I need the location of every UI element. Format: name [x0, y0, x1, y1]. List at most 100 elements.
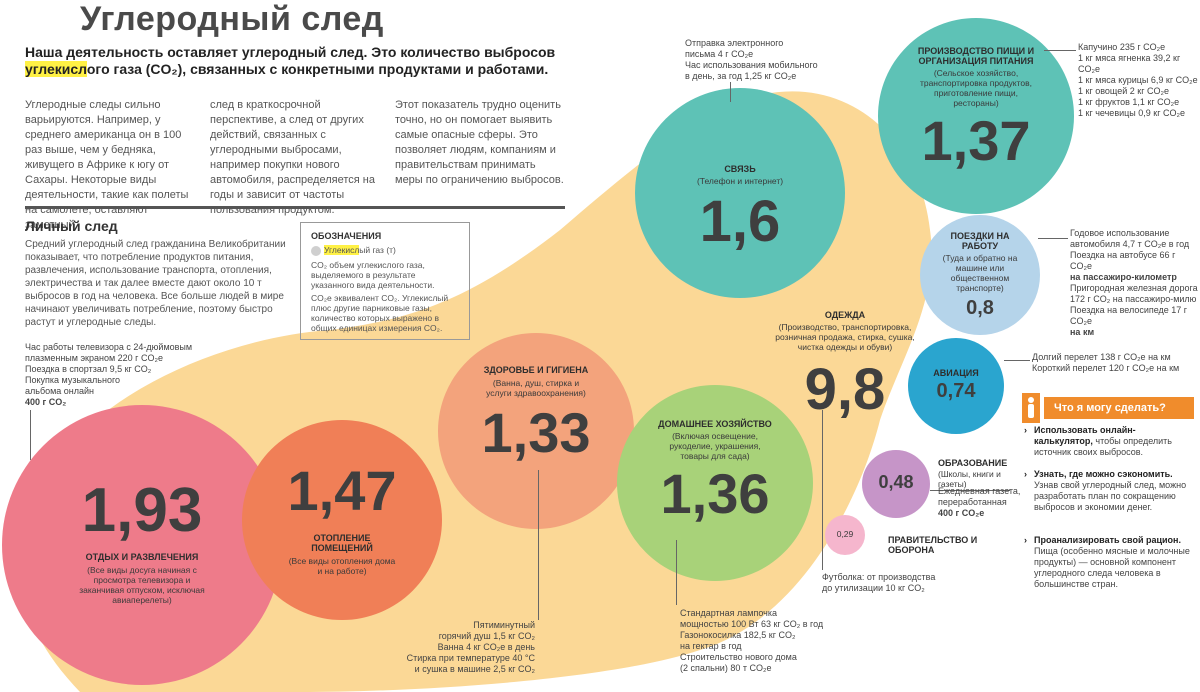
bubble-title: ДОМАШНЕЕ ХОЗЯЙСТВО [658, 419, 772, 429]
bubble-subtitle: (Телефон и интернет) [696, 176, 784, 186]
bubble-value: 1,37 [921, 109, 1031, 172]
note-line: альбома онлайн [25, 386, 95, 396]
note-commute: Годовое использование автомобиля 4,7 т C… [1070, 228, 1198, 338]
note-line: Час использования мобильного [685, 60, 818, 70]
bubble-household: ДОМАШНЕЕ ХОЗЯЙСТВО (Включая освещение, р… [617, 385, 813, 581]
lead-highlight: углекисл [25, 61, 87, 77]
legend-item-hl: Углекисл [324, 245, 360, 255]
chevron-right-icon: › [1024, 469, 1027, 479]
note-line: Отправка электронного [685, 38, 784, 48]
note-line: на км [1070, 327, 1095, 337]
bubble-value: 1,47 [287, 459, 397, 522]
tip-text: чтобы определить источник своих выбросов… [1034, 436, 1172, 457]
bubble-value: 1,93 [81, 476, 203, 545]
section-divider [25, 206, 565, 209]
note-line: 400 г CO₂e [938, 508, 985, 518]
note-line: на гектар в год [680, 641, 742, 651]
intro-column-1: Углеродные следы сильно варьируются. Нап… [25, 99, 189, 231]
note-line: мощностью 100 Вт 63 кг CO₂ в год [680, 619, 824, 629]
education-label: ОБРАЗОВАНИЕ (Школы, книги и газеты) [938, 458, 1028, 489]
page-title: Углеродный след [80, 0, 384, 38]
note-line: 1 кг мяса курицы 6,9 кг CO₂e [1078, 75, 1198, 85]
clothing-subtitle: (Производство, транспортировка, рознична… [775, 322, 915, 352]
bubble-subtitle: (Все виды отопления дома и на работе) [288, 556, 396, 576]
note-line: Строительство нового дома [680, 652, 797, 662]
personal-footprint-text: Средний углеродный след гражданина Велик… [25, 239, 286, 328]
note-line: 1 кг фруктов 1,1 кг CO₂e [1078, 97, 1180, 107]
clothing-value: 9,8 [804, 357, 886, 422]
bubble-leisure: 1,93 ОТДЫХ И РАЗВЛЕЧЕНИЯ (Все виды досуг… [2, 405, 282, 685]
leader-food [1044, 50, 1076, 51]
legend-box: ОБОЗНАЧЕНИЯ Углекислый газ (т) CO₂ объем… [300, 222, 470, 340]
note-line: (2 спальни) 80 т CO₂e [680, 663, 772, 673]
bubble-title: ОТОПЛЕНИЕ ПОМЕЩЕНИЙ [311, 533, 373, 553]
tip-text: Пища (особенно мясные и молочные продукт… [1034, 546, 1190, 589]
leader-aviation [1004, 360, 1030, 361]
note-leisure: Час работы телевизора с 24-дюймовым плаз… [25, 342, 205, 408]
note-line: Футболка: от производства [822, 572, 936, 582]
note-line: Поездка на велосипеде 17 г CO₂e [1070, 305, 1188, 326]
clothing-title: ОДЕЖДА [824, 310, 866, 320]
note-line: Пригородная железная дорога [1070, 283, 1198, 293]
education-title: ОБРАЗОВАНИЕ [938, 458, 1008, 468]
lead-paragraph: Наша деятельность оставляет углеродный с… [25, 44, 585, 78]
legend-item-co2-def: CO₂ объем углекислого газа, выделяемого … [311, 259, 435, 290]
note-education: Ежедневная газета, переработанная 400 г … [938, 486, 1028, 519]
note-line: горячий душ 1,5 кг CO₂ [438, 631, 535, 641]
bubble-subtitle: (Все виды досуга начиная с просмотра тел… [79, 565, 205, 605]
leader-health [538, 470, 539, 620]
advice-tip: › Узнать, где можно сэкономить. Узнав св… [1024, 469, 1192, 513]
bubble-value: 0,29 [836, 529, 854, 539]
tip-bold: Использовать онлайн-калькулятор, [1034, 425, 1136, 446]
lead-text-pre: Наша деятельность оставляет углеродный с… [25, 44, 556, 60]
leader-leisure [30, 410, 31, 460]
advice-panel: Что я могу сделать? › Использовать онлай… [1022, 393, 1194, 598]
note-line: 1 кг чечевицы 0,9 кг CO₂e [1078, 108, 1185, 118]
note-line: Пятиминутный [473, 620, 535, 630]
intro-column-3: Этот показатель трудно оценить точно, но… [395, 99, 564, 186]
tip-bold: Проанализировать свой рацион. [1034, 535, 1181, 545]
note-line: Капучино 235 г CO₂e [1078, 42, 1166, 52]
bubble-value: 0,48 [878, 472, 914, 492]
note-line: Поездка на автобусе 66 г CO₂e [1070, 250, 1176, 271]
advice-tip: › Использовать онлайн-калькулятор, чтобы… [1024, 425, 1192, 458]
note-communication: Отправка электронного письма 4 г CO₂e Ча… [685, 38, 835, 82]
leader-education [930, 490, 1010, 491]
bubble-subtitle: (Туда и обратно на машине или общественн… [942, 253, 1018, 293]
note-line: Ванна 4 кг CO₂e в день [437, 642, 535, 652]
bubble-heating: 1,47 ОТОПЛЕНИЕ ПОМЕЩЕНИЙ (Все виды отопл… [242, 420, 442, 620]
advice-tip: › Проанализировать свой рацион. Пища (ос… [1024, 535, 1192, 590]
legend-item-co2e-def: CO₂e эквивалент CO₂. Углекислый плюс дру… [311, 292, 449, 333]
bubble-commute: ПОЕЗДКИ НА РАБОТУ (Туда и обратно на маш… [920, 215, 1040, 335]
bubble-title: ЗДОРОВЬЕ И ГИГИЕНА [483, 365, 589, 375]
legend-item-co2: Углекислый газ (т) [311, 245, 459, 256]
tip-text: Узнав свой углеродный след, можно разраб… [1034, 480, 1187, 512]
note-line: Газонокосилка 182,5 кг CO₂ [680, 630, 796, 640]
leader-household [676, 540, 677, 605]
gray-circle-icon [311, 245, 321, 256]
government-label: ПРАВИТЕЛЬСТВО И ОБОРОНА [888, 535, 978, 555]
bubble-education: 0,48 [862, 450, 930, 518]
bubble-value: 0,74 [936, 380, 976, 402]
note-line: 1 кг овощей 2 кг CO₂e [1078, 86, 1169, 96]
advice-title: Что я могу сделать? [1044, 397, 1194, 419]
bubble-health: ЗДОРОВЬЕ И ГИГИЕНА (Ванна, душ, стирка и… [438, 333, 634, 529]
chevron-right-icon: › [1024, 425, 1027, 435]
personal-footprint-title: Личный след [25, 218, 118, 234]
note-health: Пятиминутный горячий душ 1,5 кг CO₂ Ванн… [400, 620, 535, 675]
note-line: переработанная [938, 497, 1007, 507]
education-subtitle: (Школы, книги и газеты) [938, 469, 1001, 489]
bubble-title: ПОЕЗДКИ НА РАБОТУ [950, 231, 1010, 251]
note-line: 172 г CO₂ на пассажиро-милю [1070, 294, 1197, 304]
note-aviation: Долгий перелет 138 г CO₂e на км Короткий… [1032, 352, 1198, 374]
person-icon [1022, 393, 1040, 423]
legend-item-rest: ый газ (т) [359, 245, 396, 255]
note-line: Стандартная лампочка [680, 608, 777, 618]
bubble-value: 0,8 [966, 297, 994, 319]
note-line: в день, за год 1,25 кг CO₂e [685, 71, 797, 81]
leader-commute [1038, 238, 1068, 239]
bubble-subtitle: (Ванна, душ, стирка и услуги здравоохран… [486, 378, 586, 398]
note-line: плазменным экраном 220 г CO₂e [25, 353, 163, 363]
note-line: и сушка в машине 2,5 кг CO₂ [414, 664, 535, 674]
bubble-title: АВИАЦИЯ [933, 368, 979, 378]
